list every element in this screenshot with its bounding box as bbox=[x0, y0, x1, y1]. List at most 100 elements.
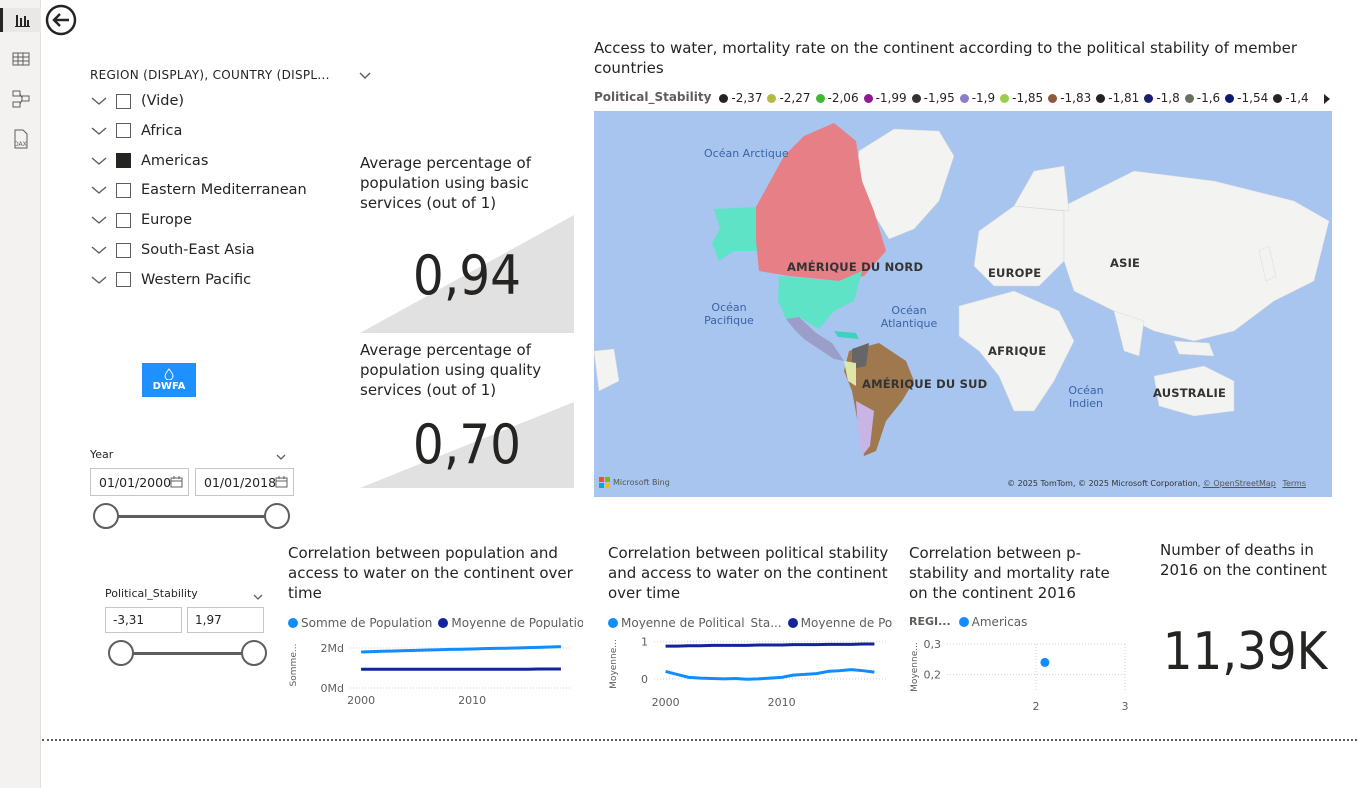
map-legend-item[interactable]: -1,9 bbox=[959, 91, 995, 105]
year-slicer-chevron-icon[interactable] bbox=[275, 446, 289, 460]
map-legend-item[interactable]: -1,83 bbox=[1048, 91, 1091, 105]
calendar-icon[interactable] bbox=[170, 476, 183, 488]
map-legend-item[interactable]: -2,06 bbox=[815, 91, 859, 105]
scatter-legend-item[interactable]: Americas bbox=[958, 615, 1027, 629]
basic-services-card-background bbox=[360, 215, 574, 333]
legend-next-arrow-icon[interactable] bbox=[1323, 90, 1331, 104]
india-shape bbox=[1113, 310, 1145, 357]
model-view-icon[interactable] bbox=[10, 88, 32, 110]
stability-legend-item[interactable]: Moyenne de Pop... bbox=[787, 616, 893, 629]
stability-mortality-scatter-chart[interactable]: Moyenne... 0,3 0,2 2 3 bbox=[907, 632, 1137, 712]
year-slider-end-handle[interactable] bbox=[264, 503, 290, 529]
year-slider-track[interactable] bbox=[106, 515, 278, 518]
asia-shape bbox=[1063, 170, 1330, 342]
map-attribution: © 2025 TomTom, © 2025 Microsoft Corporat… bbox=[1007, 479, 1306, 488]
year-from-value: 01/01/2000 bbox=[99, 474, 172, 490]
map-legend-item[interactable]: -1,85 bbox=[1000, 91, 1043, 105]
map-canvas[interactable]: Océan Arctique Océan Pacifique Océan Atl… bbox=[594, 111, 1332, 497]
expand-chevron-icon[interactable] bbox=[90, 244, 108, 256]
region-checkbox[interactable] bbox=[116, 212, 131, 228]
osm-link[interactable]: © OpenStreetMap bbox=[1202, 479, 1276, 488]
year-slider-start-handle[interactable] bbox=[93, 503, 119, 529]
scatter-x-tick-label: 3 bbox=[1122, 700, 1129, 712]
expand-chevron-icon[interactable] bbox=[90, 184, 108, 196]
calendar-icon[interactable] bbox=[275, 476, 288, 488]
map-legend-item[interactable]: -2,27 bbox=[767, 91, 811, 105]
japan-shape bbox=[1258, 245, 1277, 282]
quality-services-card-title: Average percentage of population using q… bbox=[360, 341, 542, 399]
year-from-input[interactable]: 01/01/2000 bbox=[90, 468, 189, 496]
legend-label: -1,4 bbox=[1285, 91, 1309, 105]
population-series-line-0 bbox=[361, 645, 561, 654]
stability-slider-start-handle[interactable] bbox=[108, 640, 134, 666]
map-legend-item[interactable]: -1,99 bbox=[863, 91, 907, 105]
expand-chevron-icon[interactable] bbox=[90, 95, 108, 107]
legend-label: Moyenne de Political_Sta... bbox=[621, 616, 782, 629]
region-item-3[interactable]: Eastern Mediterranean bbox=[90, 179, 307, 201]
legend-label: -1,8 bbox=[1156, 91, 1180, 105]
map-legend-item[interactable]: -2,37 bbox=[719, 91, 762, 105]
population-y-tick-label: 2Md bbox=[321, 642, 344, 655]
back-button[interactable] bbox=[45, 4, 77, 36]
region-item-6[interactable]: Western Pacific bbox=[90, 269, 251, 291]
region-item-0[interactable]: (Vide) bbox=[90, 90, 184, 112]
page-boundary-line bbox=[42, 739, 1357, 741]
map-legend-item[interactable]: -1,81 bbox=[1096, 91, 1139, 105]
population-legend-item[interactable]: Moyenne de Population... bbox=[438, 616, 583, 629]
terms-link[interactable]: Terms bbox=[1282, 479, 1306, 488]
expand-chevron-icon[interactable] bbox=[90, 125, 108, 137]
pacific-ocean-label: Océan Pacifique bbox=[704, 301, 754, 327]
peru-region bbox=[844, 361, 856, 386]
region-checkbox[interactable] bbox=[116, 272, 131, 288]
scatter-x-tick-label: 2 bbox=[1033, 700, 1040, 712]
population-x-tick-label: 2010 bbox=[458, 694, 486, 707]
stability-legend-item[interactable]: Moyenne de Political_Sta... bbox=[608, 616, 782, 629]
chevron-down-icon[interactable] bbox=[358, 66, 374, 80]
legend-dot bbox=[1144, 93, 1154, 103]
population-y-axis-label: Somme... bbox=[289, 644, 299, 687]
population-legend-item[interactable]: Somme de Population bbox=[288, 616, 432, 629]
legend-dot bbox=[767, 93, 777, 103]
stability-slicer-chevron-icon[interactable] bbox=[252, 586, 266, 600]
region-item-2[interactable]: Americas bbox=[90, 150, 208, 172]
expand-chevron-icon[interactable] bbox=[90, 214, 108, 226]
dax-query-icon[interactable]: DAX bbox=[10, 128, 32, 150]
legend-label: -1,99 bbox=[875, 91, 907, 105]
attribution-text: © 2025 TomTom, © 2025 Microsoft Corporat… bbox=[1007, 479, 1201, 488]
region-checkbox[interactable] bbox=[116, 182, 131, 198]
water-drop-icon bbox=[164, 368, 174, 380]
map-legend-item[interactable]: -1,8 bbox=[1144, 91, 1180, 105]
report-view-icon[interactable] bbox=[0, 8, 41, 32]
stability-max-input[interactable]: 1,97 bbox=[187, 607, 264, 633]
stability-line-chart[interactable]: Moyenne... 1 0 2000 2010 bbox=[606, 632, 896, 712]
legend-dot bbox=[608, 618, 618, 628]
indian-ocean-label: Océan Indien bbox=[1068, 384, 1104, 410]
expand-chevron-icon[interactable] bbox=[90, 155, 108, 167]
region-item-4[interactable]: Europe bbox=[90, 209, 192, 231]
map-legend-item[interactable]: -1,95 bbox=[911, 91, 955, 105]
region-checkbox[interactable] bbox=[116, 242, 131, 258]
year-to-input[interactable]: 01/01/2018 bbox=[195, 468, 294, 496]
expand-chevron-icon[interactable] bbox=[90, 274, 108, 286]
region-checkbox[interactable] bbox=[116, 123, 131, 139]
usa-region bbox=[778, 271, 862, 329]
stability-min-input[interactable]: -3,31 bbox=[105, 607, 182, 633]
stability-slider-end-handle[interactable] bbox=[241, 640, 267, 666]
map-legend-item[interactable]: -1,54 bbox=[1225, 91, 1268, 105]
basic-services-value: 0,94 bbox=[412, 244, 522, 307]
region-item-5[interactable]: South-East Asia bbox=[90, 239, 255, 261]
region-checkbox[interactable] bbox=[116, 153, 131, 169]
region-item-label: South-East Asia bbox=[141, 242, 255, 258]
scatter-y-axis-label: Moyenne... bbox=[910, 642, 920, 692]
map-legend-item[interactable]: -1,4 bbox=[1273, 91, 1309, 105]
map-legend-item[interactable]: -1,6 bbox=[1184, 91, 1220, 105]
stability-slider-track[interactable] bbox=[121, 652, 255, 655]
stability-chart-legend: Moyenne de Political_Sta... Moyenne de Po… bbox=[608, 613, 893, 629]
legend-label: -1,85 bbox=[1012, 91, 1044, 105]
table-view-icon[interactable] bbox=[10, 48, 32, 70]
legend-label: -1,83 bbox=[1060, 91, 1092, 105]
region-checkbox[interactable] bbox=[116, 93, 131, 109]
world-map bbox=[594, 123, 1330, 456]
region-item-1[interactable]: Africa bbox=[90, 120, 182, 142]
